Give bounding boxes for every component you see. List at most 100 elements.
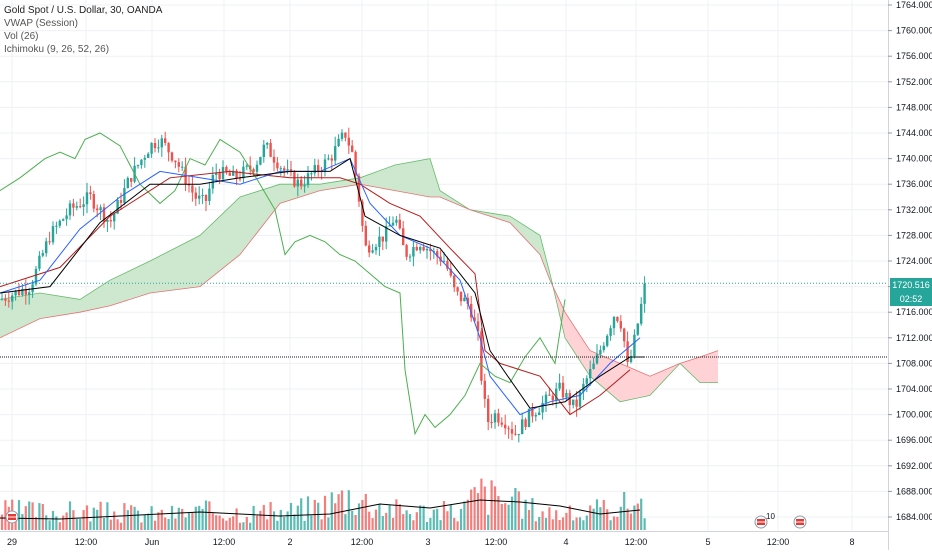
volume-bar <box>228 517 231 530</box>
grid <box>0 0 888 531</box>
cloud-segment <box>694 358 696 379</box>
volume-bar <box>181 508 184 530</box>
cloud-segment <box>56 295 58 317</box>
cloud-segment <box>640 371 642 398</box>
candle-body <box>58 220 61 226</box>
cloud-segment <box>276 184 278 209</box>
volume-bar <box>422 505 425 530</box>
cloud-segment <box>384 168 386 189</box>
y-tick-label: 1708.000 <box>896 358 932 368</box>
candle-body <box>354 151 357 176</box>
candle-body <box>497 413 500 423</box>
candle-body <box>385 226 388 242</box>
cloud-segment <box>514 218 516 229</box>
cloud-segment <box>386 167 388 190</box>
cloud-segment <box>148 261 150 294</box>
candle-body <box>599 350 602 355</box>
volume-bar <box>204 500 208 530</box>
cloud-segment <box>682 362 684 368</box>
cloud-segment <box>710 352 712 383</box>
cloud-segment <box>252 192 254 240</box>
cloud-segment <box>156 256 158 293</box>
cloud-segment <box>412 161 414 195</box>
cloud-segment <box>22 295 24 328</box>
volume-bar <box>364 493 367 530</box>
volume-bar <box>279 509 282 530</box>
candle-body <box>531 408 534 417</box>
indicator-lines <box>0 132 888 436</box>
cloud-segment <box>176 246 178 290</box>
candle-body <box>568 393 571 406</box>
volume-bar <box>215 515 218 530</box>
candle-body <box>167 143 170 153</box>
cloud-segment <box>264 188 266 224</box>
cloud-segment <box>558 297 560 317</box>
cloud-segment <box>240 196 242 255</box>
cloud-segment <box>618 362 620 402</box>
candle-body <box>378 236 381 247</box>
candle-body <box>572 399 575 406</box>
cloud-segment <box>696 357 698 381</box>
candle-body <box>300 179 303 187</box>
cloud-segment <box>246 194 248 247</box>
cloud-segment <box>582 338 584 367</box>
event-flag-icon <box>754 515 768 529</box>
volume-bar <box>483 486 486 530</box>
cloud-segment <box>380 169 382 189</box>
volume-bar <box>612 516 616 530</box>
volume-bar <box>629 513 633 530</box>
volume-bar <box>470 489 473 530</box>
volume-bar <box>504 503 507 530</box>
x-tick-label: 12:00 <box>767 537 790 547</box>
volume-bar <box>327 517 330 530</box>
candle-body <box>62 219 65 221</box>
cloud-segment <box>440 190 442 198</box>
candle-body <box>493 413 497 423</box>
cloud-segment <box>608 358 610 394</box>
cloud-segment <box>702 355 704 383</box>
time-axis[interactable]: 29 12:00 Jun 12:00 2 12:00 3 12:00 4 12:00 5 12:00 8 <box>0 531 888 548</box>
volume-bar <box>351 510 354 530</box>
cloud-segment <box>94 289 96 310</box>
volume-bar <box>490 480 493 530</box>
cloud-segment <box>66 297 68 315</box>
volume-bar <box>272 511 276 530</box>
cloud-segment <box>74 298 76 314</box>
cloud-segment <box>260 189 262 229</box>
cloud-segment <box>610 359 612 395</box>
cloud-segment <box>62 296 64 316</box>
volume-bar <box>599 507 602 530</box>
cloud-segment <box>44 293 46 318</box>
y-tick-label: 1744.000 <box>896 128 932 138</box>
volume-bar <box>334 503 337 530</box>
candle-body <box>436 251 439 257</box>
candle-body <box>626 341 629 363</box>
cloud-segment <box>688 360 690 373</box>
cloud-segment <box>536 232 538 253</box>
cloud-segment <box>662 370 664 383</box>
cloud-segment <box>200 233 202 287</box>
volume-bar <box>606 509 609 530</box>
candle-body <box>555 388 558 401</box>
cloud-segment <box>432 165 434 197</box>
x-tick-label: Jun <box>145 537 160 547</box>
cloud-segment <box>638 371 640 398</box>
candle-body <box>221 167 225 180</box>
cloud-segment <box>370 173 372 187</box>
cloud-segment <box>190 239 192 288</box>
candle-body <box>466 297 469 304</box>
cloud-segment <box>188 240 190 289</box>
price-axis[interactable]: 1764.000 1760.000 1756.000 1752.000 1748.000… <box>888 0 932 550</box>
candle-body <box>408 256 412 258</box>
volume-bar <box>238 522 242 530</box>
cloud-segment <box>170 249 172 291</box>
volume-bar <box>592 508 595 530</box>
cloud-segment <box>542 243 544 265</box>
cloud-segment <box>434 171 436 197</box>
volume-bar <box>323 495 327 530</box>
x-tick-label: 5 <box>705 537 710 547</box>
candle-body <box>633 334 636 357</box>
volume-bar <box>310 515 313 530</box>
